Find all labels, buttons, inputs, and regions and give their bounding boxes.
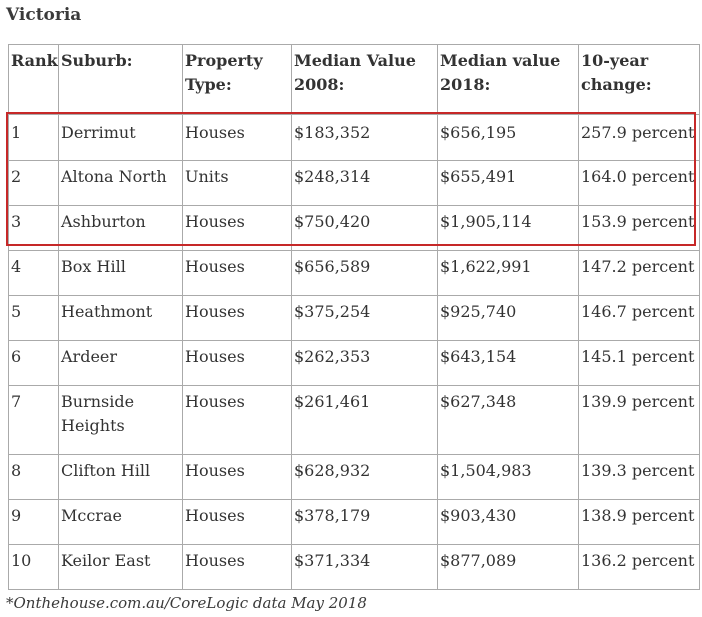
column-header-suburb: Suburb: — [58, 44, 183, 115]
cell-10-year-change: 136.2 percent — [578, 544, 700, 590]
cell-property-type: Houses — [182, 544, 292, 590]
cell-median-2018: $643,154 — [437, 340, 579, 386]
cell-rank: 6 — [8, 340, 59, 386]
cell-property-type: Houses — [182, 340, 292, 386]
column-header-rank: Rank: — [8, 44, 59, 115]
table-row: 2 Altona North Units $248,314 $655,491 1… — [8, 160, 700, 206]
cell-median-2008: $750,420 — [291, 205, 438, 251]
cell-suburb: Mccrae — [58, 499, 183, 545]
cell-property-type: Houses — [182, 295, 292, 341]
cell-median-2008: $248,314 — [291, 160, 438, 206]
cell-median-2008: $375,254 — [291, 295, 438, 341]
cell-10-year-change: 164.0 percent — [578, 160, 700, 206]
cell-suburb: Clifton Hill — [58, 454, 183, 500]
table-row: 1 Derrimut Houses $183,352 $656,195 257.… — [8, 114, 700, 161]
cell-median-2008: $262,353 — [291, 340, 438, 386]
cell-rank: 4 — [8, 250, 59, 296]
source-footnote: *Onthehouse.com.au/CoreLogic data May 20… — [6, 594, 367, 612]
column-header-10-year-change: 10-year change: — [578, 44, 700, 115]
cell-property-type: Houses — [182, 205, 292, 251]
cell-rank: 3 — [8, 205, 59, 251]
cell-rank: 10 — [8, 544, 59, 590]
cell-10-year-change: 139.9 percent — [578, 385, 700, 455]
cell-suburb: Burnside Heights — [58, 385, 183, 455]
cell-median-2018: $1,504,983 — [437, 454, 579, 500]
column-header-median-2018: Median value 2018: — [437, 44, 579, 115]
cell-median-2018: $903,430 — [437, 499, 579, 545]
cell-median-2008: $378,179 — [291, 499, 438, 545]
column-header-median-2008: Median Value 2008: — [291, 44, 438, 115]
cell-suburb: Box Hill — [58, 250, 183, 296]
cell-10-year-change: 138.9 percent — [578, 499, 700, 545]
cell-property-type: Houses — [182, 250, 292, 296]
table-row: 4 Box Hill Houses $656,589 $1,622,991 14… — [8, 250, 700, 296]
section-heading: Victoria — [6, 5, 82, 25]
suburb-growth-table: Rank: Suburb: Property Type: Median Valu… — [8, 44, 700, 590]
cell-rank: 2 — [8, 160, 59, 206]
cell-property-type: Houses — [182, 454, 292, 500]
cell-suburb: Keilor East — [58, 544, 183, 590]
cell-median-2018: $925,740 — [437, 295, 579, 341]
table-row: 6 Ardeer Houses $262,353 $643,154 145.1 … — [8, 340, 700, 386]
cell-median-2018: $656,195 — [437, 114, 579, 161]
cell-property-type: Units — [182, 160, 292, 206]
cell-10-year-change: 139.3 percent — [578, 454, 700, 500]
column-header-property-type: Property Type: — [182, 44, 292, 115]
cell-median-2008: $628,932 — [291, 454, 438, 500]
cell-property-type: Houses — [182, 499, 292, 545]
cell-median-2018: $1,905,114 — [437, 205, 579, 251]
cell-property-type: Houses — [182, 114, 292, 161]
cell-rank: 9 — [8, 499, 59, 545]
cell-suburb: Ardeer — [58, 340, 183, 386]
cell-median-2008: $261,461 — [291, 385, 438, 455]
cell-10-year-change: 145.1 percent — [578, 340, 700, 386]
table-row: 10 Keilor East Houses $371,334 $877,089 … — [8, 544, 700, 590]
cell-median-2008: $371,334 — [291, 544, 438, 590]
cell-10-year-change: 147.2 percent — [578, 250, 700, 296]
cell-suburb: Ashburton — [58, 205, 183, 251]
cell-10-year-change: 257.9 percent — [578, 114, 700, 161]
table-row: 7 Burnside Heights Houses $261,461 $627,… — [8, 385, 700, 455]
cell-median-2008: $183,352 — [291, 114, 438, 161]
table-row: 9 Mccrae Houses $378,179 $903,430 138.9 … — [8, 499, 700, 545]
cell-property-type: Houses — [182, 385, 292, 455]
cell-10-year-change: 146.7 percent — [578, 295, 700, 341]
cell-suburb: Derrimut — [58, 114, 183, 161]
cell-median-2018: $1,622,991 — [437, 250, 579, 296]
cell-median-2018: $877,089 — [437, 544, 579, 590]
cell-10-year-change: 153.9 percent — [578, 205, 700, 251]
cell-rank: 5 — [8, 295, 59, 341]
cell-suburb: Heathmont — [58, 295, 183, 341]
table-row: 3 Ashburton Houses $750,420 $1,905,114 1… — [8, 205, 700, 251]
table-row: 5 Heathmont Houses $375,254 $925,740 146… — [8, 295, 700, 341]
cell-median-2018: $655,491 — [437, 160, 579, 206]
cell-rank: 7 — [8, 385, 59, 455]
cell-median-2018: $627,348 — [437, 385, 579, 455]
cell-rank: 1 — [8, 114, 59, 161]
cell-suburb: Altona North — [58, 160, 183, 206]
table-row: 8 Clifton Hill Houses $628,932 $1,504,98… — [8, 454, 700, 500]
table-header-row: Rank: Suburb: Property Type: Median Valu… — [8, 44, 700, 115]
cell-median-2008: $656,589 — [291, 250, 438, 296]
cell-rank: 8 — [8, 454, 59, 500]
